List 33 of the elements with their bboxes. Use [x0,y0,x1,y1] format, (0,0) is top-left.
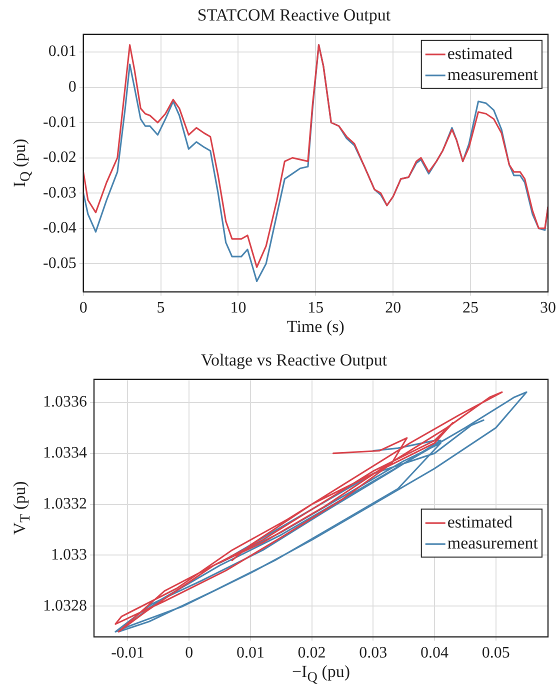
x-tick-label: 0.03 [359,644,388,662]
y-tick-label: 1.0334 [43,444,87,462]
chart-title: Voltage vs Reactive Output [200,350,388,370]
y-tick-label: 1.0336 [43,394,87,411]
x-tick-label: 15 [308,300,324,317]
y-tick-label: -0.01 [43,114,76,131]
x-tick-label: 20 [385,300,402,317]
x-tick-label: 0.05 [482,644,510,662]
y-tick-label: 1.033 [51,546,87,564]
x-tick-label: 10 [230,300,246,317]
y-tick-label: -0.04 [43,220,76,237]
x-tick-label: 30 [540,300,556,317]
legend-label: measurement [447,64,538,84]
x-axis-title: −I$_{Q}$ (pu) [292,662,350,686]
chart-title: STATCOM Reactive Output [197,6,391,25]
y-tick-label: 1.0328 [43,597,87,614]
x-tick-label: 0 [185,644,194,662]
x-tick-label: 0.01 [236,644,264,662]
y-tick-label: -0.05 [43,254,76,272]
legend-label: estimated [447,512,514,532]
y-tick-label: 1.0332 [43,495,87,512]
y-tick-label: -0.02 [43,149,76,166]
legend-label: measurement [447,534,538,553]
x-tick-label: 0.02 [298,644,326,662]
y-tick-label: 0.01 [48,43,76,60]
x-axis-title: Time (s) [286,316,344,336]
x-tick-label: -0.01 [111,644,144,662]
y-tick-label: 0 [68,78,76,96]
y-tick-label: -0.03 [43,184,76,202]
x-tick-label: 5 [156,300,165,317]
x-tick-label: 0.04 [420,644,448,662]
legend-label: estimated [447,44,514,63]
x-tick-label: 25 [462,300,479,317]
